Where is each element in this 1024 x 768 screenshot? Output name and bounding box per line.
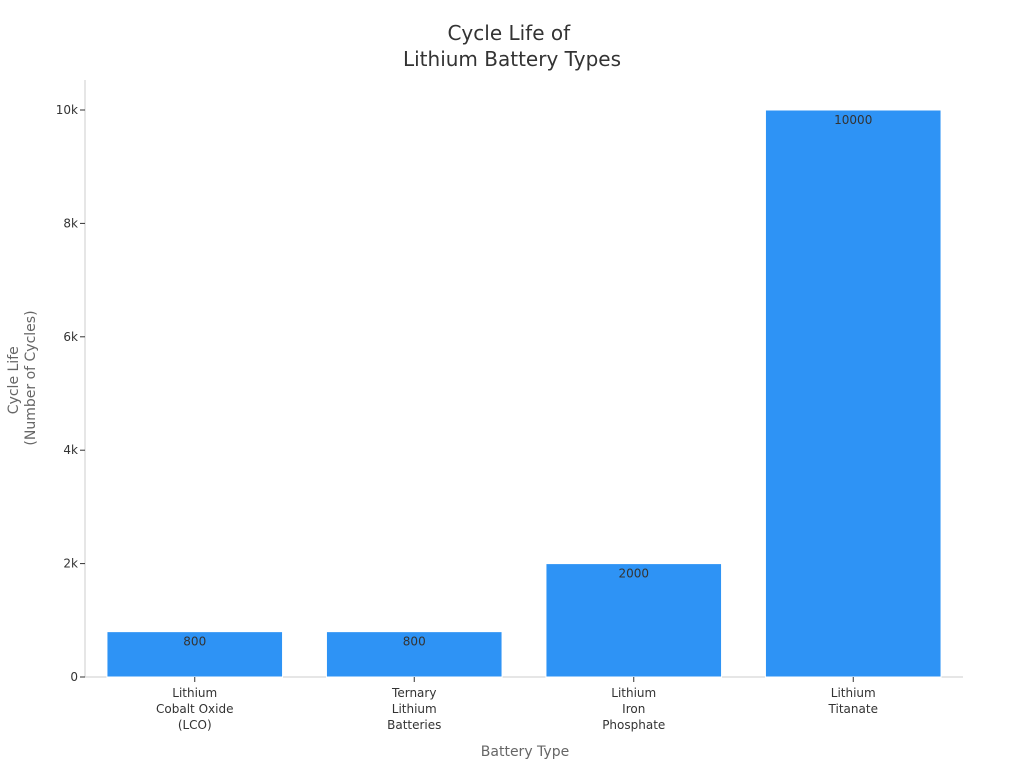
chart-title-line-1: Cycle Life of [447,21,571,45]
x-tick-label: Ternary Lithium Batteries [387,686,441,732]
bar [764,109,942,678]
x-axis-title: Battery Type [481,744,569,760]
x-tick-label-line: Lithium [172,686,217,700]
y-tick-label: 8k [63,216,78,230]
y-tick-label: 0 [70,670,78,684]
svg-text:Cycle Life (Number of Cy: Cycle Life (Number of Cycles) [6,310,39,445]
y-tick-label: 2k [63,557,78,571]
x-ticks: Lithium Cobalt Oxide (LCO) Ternary Lithium Ba… [156,677,878,732]
bar-value-label: 800 [403,635,426,649]
x-tick-label-line: Lithium [392,702,437,716]
x-tick-label-line: Titanate [828,702,878,716]
y-axis-title-line-2: (Number of Cycles) [23,310,39,445]
y-ticks: 0 2k 4k 6k 8k 10k [56,103,85,684]
bar-value-label: 800 [183,635,206,649]
x-tick-label-line: Ternary [391,686,436,700]
chart-title-line-2: Lithium Battery Types [403,47,621,71]
x-tick-label-line: Batteries [387,718,441,732]
y-axis-title: Cycle Life (Number of Cycles) [6,310,39,445]
bar [325,631,503,678]
chart-title: Cycle Life of Lithium Battery Types [403,21,621,71]
x-tick-label-line: (LCO) [178,718,212,732]
bar-value-label: 10000 [834,113,872,127]
x-tick-label-line: Phosphate [602,718,665,732]
x-tick-label-line: Cobalt Oxide [156,702,233,716]
bar [106,631,284,678]
x-tick-label-line: Lithium [611,686,656,700]
x-tick-label: Lithium Iron Phosphate [602,686,665,732]
y-tick-label: 6k [63,330,78,344]
x-tick-label: Lithium Cobalt Oxide (LCO) [156,686,233,732]
x-tick-label: Lithium Titanate [828,686,878,716]
x-tick-label-line: Lithium [831,686,876,700]
bar-value-label: 2000 [618,567,649,581]
y-axis-title-line-1: Cycle Life [6,346,22,414]
y-tick-label: 4k [63,443,78,457]
bars: 800 800 2000 10000 [106,109,942,678]
x-tick-label-line: Iron [622,702,645,716]
bar [545,563,723,678]
y-tick-label: 10k [56,103,78,117]
